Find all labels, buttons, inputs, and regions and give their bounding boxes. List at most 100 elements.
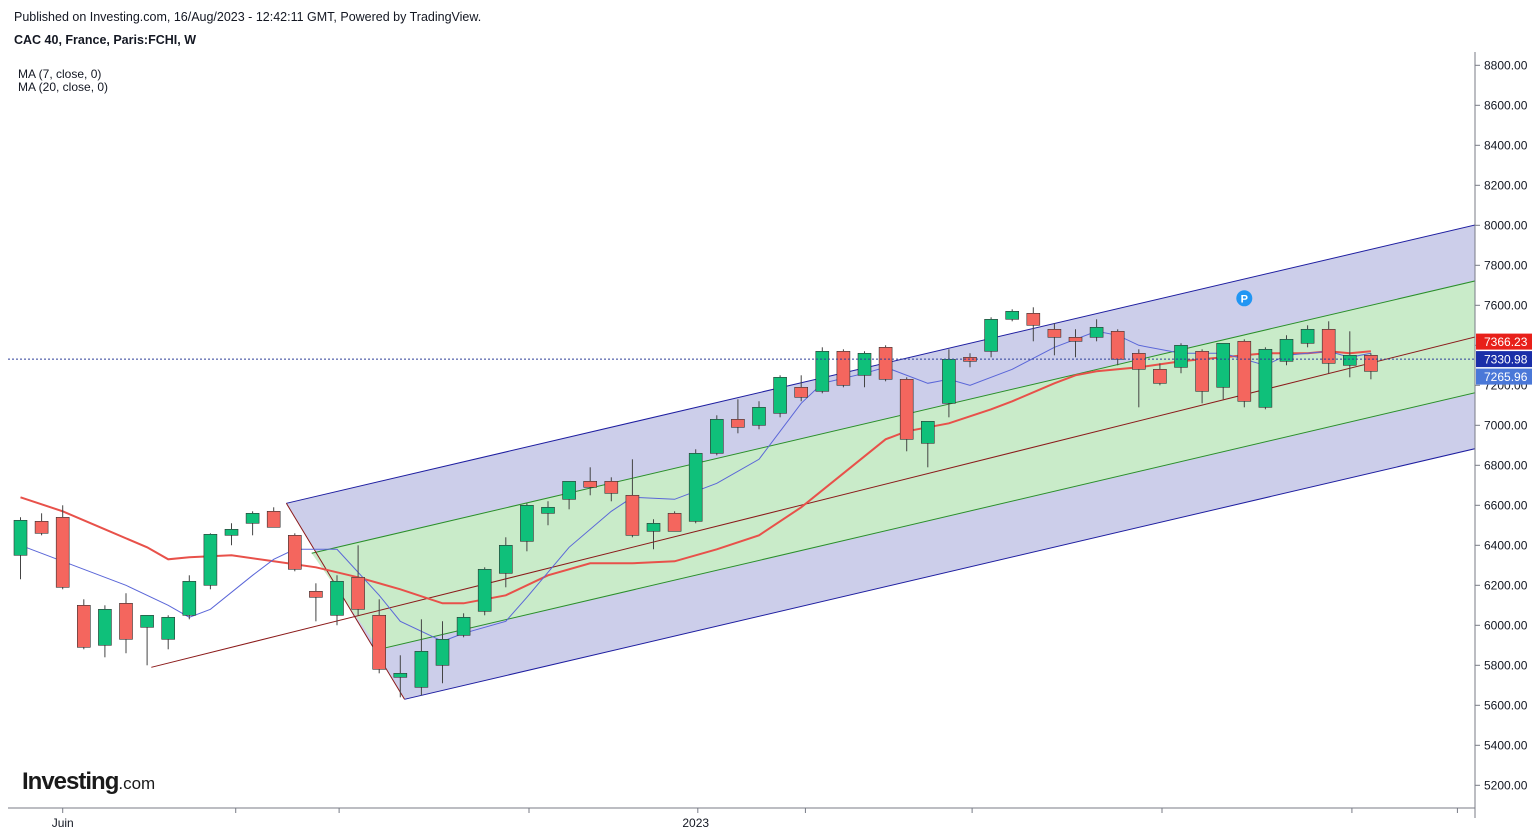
candle-body (498, 544, 513, 574)
candle-body (477, 568, 492, 612)
candle (1237, 339, 1252, 408)
candle-body (119, 602, 133, 640)
candle (1258, 347, 1273, 410)
candle-body (1089, 326, 1104, 338)
candle-body (1300, 328, 1315, 344)
y-tick-label: 7600.00 (1484, 298, 1528, 312)
candle-body (794, 386, 809, 398)
ma7-line (20, 330, 1371, 642)
candle (182, 575, 197, 620)
price-label-box (1476, 368, 1532, 385)
pitchfork-inner-band (311, 280, 1475, 650)
candle (541, 501, 555, 526)
candle (1026, 307, 1041, 342)
candle (709, 415, 724, 456)
candle (309, 583, 323, 622)
candle (266, 507, 281, 528)
published-note: Published on Investing.com, 16/Aug/2023 … (14, 10, 482, 24)
candle (77, 599, 91, 650)
ma20-legend[interactable]: MA (20, close, 0) (18, 80, 109, 94)
x-tick-label: 2023 (682, 816, 709, 830)
candle (393, 655, 408, 698)
y-tick-label: 8200.00 (1484, 178, 1528, 192)
candle (477, 567, 492, 616)
y-tick-label: 8000.00 (1484, 218, 1528, 232)
candle (245, 511, 260, 536)
candle (625, 459, 640, 538)
candle (646, 519, 661, 550)
candle-body (1195, 350, 1209, 392)
candle (456, 613, 471, 638)
y-tick-label: 6000.00 (1484, 618, 1528, 632)
candle-body (1174, 344, 1188, 368)
candle (520, 503, 534, 552)
candle (1047, 323, 1062, 356)
y-tick-label: 6200.00 (1484, 578, 1528, 592)
candle-body (245, 512, 260, 524)
candle-body (836, 350, 851, 386)
candle (13, 517, 28, 580)
candle (1068, 329, 1083, 358)
candle-body (625, 494, 640, 536)
candle (583, 467, 598, 496)
candle-body (1005, 310, 1020, 320)
candle-body (541, 506, 555, 514)
candle-body (942, 358, 956, 404)
candle (920, 420, 935, 468)
candle-body (287, 534, 302, 570)
candle (794, 375, 809, 402)
candle-body (393, 672, 408, 678)
candle (34, 513, 49, 536)
candle (815, 347, 830, 394)
candle (1321, 321, 1336, 374)
y-tick-label: 8600.00 (1484, 98, 1528, 112)
candle (773, 375, 787, 418)
chart-title: CAC 40, France, Paris:FCHI, W (14, 33, 196, 47)
candle (98, 605, 112, 658)
candle-body (330, 580, 344, 616)
ma20-line (20, 350, 1371, 605)
y-tick-label: 6600.00 (1484, 498, 1528, 512)
investing-logo: Investing.com (22, 768, 156, 795)
candle-body (456, 616, 471, 636)
candle (351, 545, 365, 616)
price-label: 7330.98 (1484, 353, 1528, 367)
candle (667, 511, 682, 532)
candle (203, 533, 218, 590)
candle (498, 537, 513, 588)
candle (55, 505, 70, 590)
candle-body (1068, 336, 1083, 342)
candle-body (1047, 328, 1062, 338)
price-label: 7366.23 (1484, 335, 1528, 349)
candle-body (1026, 312, 1041, 326)
candle (562, 480, 576, 510)
candle-body (1216, 342, 1230, 388)
candle-body (857, 352, 872, 376)
candle-body (1258, 348, 1273, 408)
candle-body (1321, 328, 1336, 364)
candle-body (1343, 354, 1357, 366)
price-label: 7265.96 (1484, 370, 1528, 384)
candle (688, 449, 703, 524)
candle-body (351, 576, 365, 610)
candle-body (688, 452, 703, 522)
candle-body (34, 520, 49, 534)
candle-body (1132, 352, 1146, 370)
candle-body (583, 480, 598, 488)
candle-body (140, 614, 154, 628)
candle (119, 593, 133, 654)
candle-body (604, 480, 619, 494)
y-tick-label: 8400.00 (1484, 138, 1528, 152)
y-tick-label: 6800.00 (1484, 458, 1528, 472)
ma7-legend[interactable]: MA (7, close, 0) (18, 67, 102, 81)
candle (140, 614, 154, 666)
candle-body (224, 528, 239, 536)
pitchfork-inner-upper-line (311, 280, 1475, 554)
candle (161, 615, 175, 650)
candle-body (203, 533, 218, 586)
y-tick-label: 7000.00 (1484, 418, 1528, 432)
candle (1153, 363, 1167, 386)
candle (414, 619, 429, 696)
candle-body (414, 650, 429, 688)
